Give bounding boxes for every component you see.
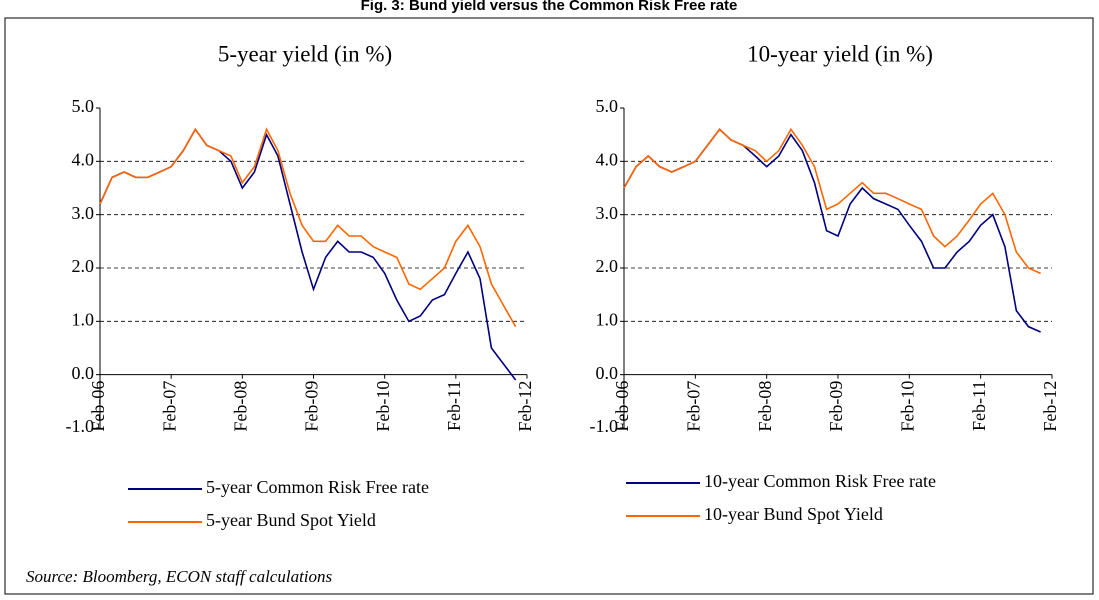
legend-label: 5-year Bund Spot Yield [206,510,376,530]
y-tick-label: -1.0 [590,416,619,436]
subplot-title: 10-year yield (in %) [747,41,933,66]
series-line [623,128,1041,333]
y-tick-label: 5.0 [72,96,95,116]
x-tick-label: Feb-06 [612,381,632,432]
x-tick-label: Feb-09 [302,381,322,432]
y-tick-label: 1.0 [596,309,619,329]
y-tick-label: 0.0 [596,363,619,383]
x-tick-label: Feb-11 [969,381,989,431]
x-tick-label: Feb-10 [373,381,393,432]
y-tick-label: 1.0 [72,309,95,329]
y-tick-label: 3.0 [72,203,95,223]
source-note: Source: Bloomberg, ECON staff calculatio… [26,567,333,586]
x-tick-label: Feb-12 [515,381,535,432]
x-tick-label: Feb-09 [826,381,846,432]
y-tick-label: 5.0 [596,96,619,116]
y-tick-label: 3.0 [596,203,619,223]
x-tick-label: Feb-12 [1040,381,1060,432]
series-line [99,127,517,328]
x-tick-label: Feb-08 [230,381,250,432]
y-tick-label: -1.0 [66,416,95,436]
x-tick-label: Feb-08 [755,381,775,432]
y-tick-label: 4.0 [72,149,95,169]
x-tick-label: Feb-06 [88,381,108,432]
figure-title: Fig. 3: Bund yield versus the Common Ris… [361,0,738,14]
subplot-title: 5-year yield (in %) [218,41,392,66]
frame [4,17,1094,595]
legend-label: 5-year Common Risk Free rate [206,477,429,497]
x-tick-label: Feb-07 [159,381,179,432]
y-tick-label: 4.0 [596,149,619,169]
legend-label: 10-year Bund Spot Yield [704,504,883,524]
y-tick-label: 2.0 [72,256,95,276]
series-line [99,127,517,381]
x-tick-label: Feb-11 [444,381,464,431]
series-line [623,127,1041,275]
y-tick-label: 0.0 [72,363,95,383]
x-tick-label: Feb-07 [683,381,703,432]
legend-label: 10-year Common Risk Free rate [704,471,936,491]
y-tick-label: 2.0 [596,256,619,276]
x-tick-label: Feb-10 [897,381,917,432]
